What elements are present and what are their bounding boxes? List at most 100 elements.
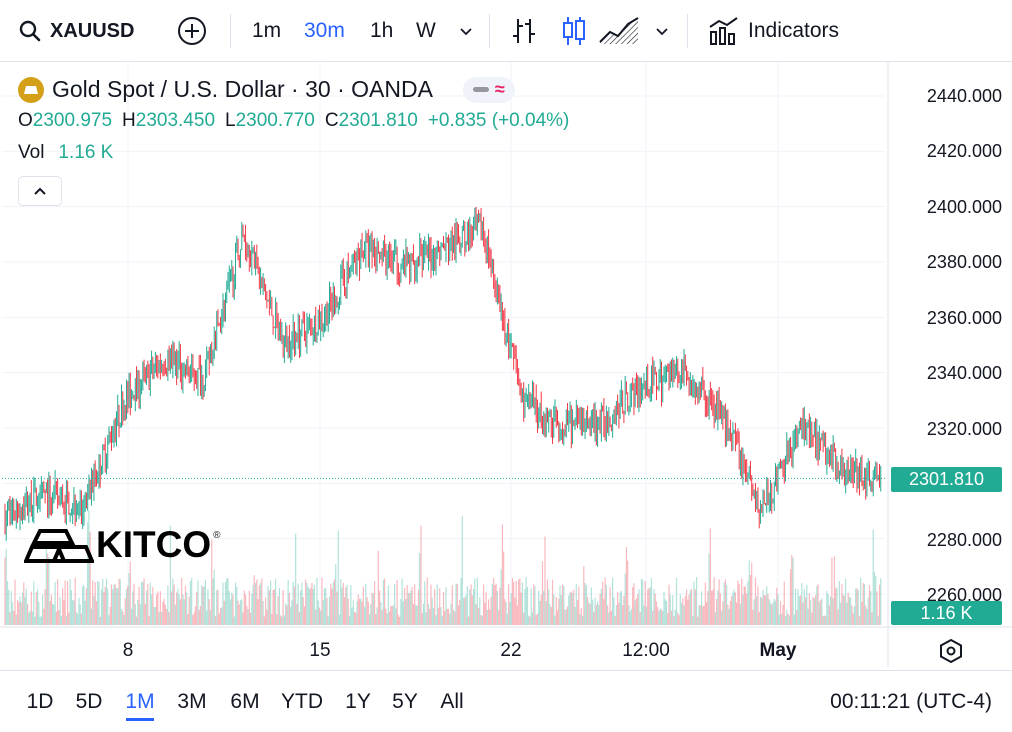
volume-bar bbox=[852, 613, 854, 625]
volume-bar bbox=[74, 578, 76, 625]
volume-bar bbox=[798, 596, 800, 625]
range-3m[interactable]: 3M bbox=[177, 690, 207, 713]
volume-bar bbox=[280, 615, 282, 625]
volume-bar bbox=[415, 604, 417, 625]
volume-bar bbox=[234, 582, 237, 625]
range-1d[interactable]: 1D bbox=[26, 690, 54, 713]
volume-bar bbox=[143, 578, 145, 625]
volume-label: Vol bbox=[18, 142, 45, 163]
range-5y[interactable]: 5Y bbox=[392, 690, 418, 713]
interval-w[interactable]: W bbox=[416, 19, 436, 42]
volume-bar bbox=[713, 577, 715, 625]
collapse-legend-button[interactable] bbox=[18, 176, 62, 206]
volume-bar bbox=[377, 550, 379, 625]
volume-bar bbox=[876, 591, 878, 625]
range-1m[interactable]: 1M bbox=[125, 690, 155, 713]
volume-bar bbox=[325, 587, 327, 625]
compare-add-button[interactable] bbox=[176, 10, 208, 52]
interval-1m[interactable]: 1m bbox=[252, 19, 282, 42]
volume-bar bbox=[414, 584, 416, 625]
volume-bar bbox=[734, 592, 737, 625]
volume-bar bbox=[787, 613, 789, 625]
settings-hexagon-icon bbox=[940, 638, 962, 664]
low-value: 2300.770 bbox=[235, 110, 315, 131]
price-chart[interactable] bbox=[0, 62, 1012, 667]
volume-bar bbox=[252, 584, 254, 625]
range-1y[interactable]: 1Y bbox=[345, 690, 371, 713]
range-all[interactable]: All bbox=[440, 690, 464, 713]
volume-bar bbox=[34, 616, 36, 625]
volume-bar bbox=[159, 591, 161, 625]
volume-bar bbox=[201, 585, 203, 625]
indicators-button[interactable]: Indicators bbox=[708, 10, 839, 52]
volume-bar bbox=[396, 580, 398, 625]
volume-bar bbox=[157, 591, 159, 625]
volume-bar bbox=[21, 592, 24, 625]
volume-bar bbox=[43, 608, 45, 625]
symbol-search[interactable]: XAUUSD bbox=[18, 10, 134, 52]
volume-bar bbox=[588, 602, 590, 625]
volume-bar bbox=[868, 585, 871, 625]
volume-bar bbox=[832, 598, 834, 625]
timezone-clock[interactable]: 00:11:21 (UTC-4) bbox=[830, 690, 992, 713]
volume-bar bbox=[779, 601, 782, 625]
volume-bar bbox=[481, 615, 483, 625]
interval-1h[interactable]: 1h bbox=[370, 19, 394, 42]
volume-bar bbox=[472, 588, 475, 625]
volume-bar bbox=[757, 586, 759, 625]
volume-bar bbox=[645, 606, 648, 625]
volume-bar bbox=[570, 591, 572, 625]
volume-bar bbox=[736, 602, 738, 625]
volume-bar bbox=[367, 601, 369, 625]
volume-bar bbox=[338, 614, 341, 625]
volume-bar bbox=[368, 614, 371, 625]
volume-bar bbox=[331, 588, 333, 625]
volume-bar bbox=[123, 614, 125, 625]
volume-bar bbox=[652, 610, 654, 625]
legend-toggle[interactable]: ≈ bbox=[462, 76, 515, 103]
volume-bar bbox=[303, 606, 306, 625]
volume-bar bbox=[203, 586, 205, 625]
range-5d[interactable]: 5D bbox=[75, 690, 103, 713]
interval-dropdown[interactable] bbox=[458, 10, 474, 52]
volume-bar bbox=[119, 579, 121, 625]
volume-bar bbox=[49, 601, 51, 625]
volume-bar bbox=[840, 602, 842, 625]
volume-value: 1.16 K bbox=[58, 142, 114, 163]
volume-bar bbox=[64, 580, 66, 625]
volume-bar bbox=[204, 579, 207, 625]
volume-bar bbox=[70, 590, 73, 625]
volume-bar bbox=[192, 614, 194, 625]
open-value: 2300.975 bbox=[32, 110, 113, 131]
chart-settings-button[interactable] bbox=[938, 638, 964, 669]
volume-bar bbox=[124, 598, 126, 625]
volume-bar bbox=[475, 604, 477, 625]
volume-bar bbox=[134, 604, 136, 625]
volume-bar bbox=[664, 599, 666, 625]
volume-bar bbox=[135, 616, 138, 625]
volume-bar bbox=[411, 586, 413, 625]
volume-bar bbox=[647, 589, 649, 625]
volume-bar bbox=[687, 599, 689, 625]
bar-chart-type-button[interactable] bbox=[510, 10, 538, 52]
volume-bar bbox=[803, 589, 805, 625]
volume-bar bbox=[744, 586, 747, 625]
chart-type-dropdown[interactable] bbox=[654, 10, 670, 52]
area-chart-type-button[interactable] bbox=[598, 10, 640, 52]
volume-bar bbox=[389, 611, 391, 625]
price-tick: 2440.000 bbox=[926, 86, 1002, 106]
volume-bar bbox=[632, 587, 634, 625]
volume-bar bbox=[310, 587, 312, 625]
volume-bar bbox=[212, 578, 214, 625]
volume-bar bbox=[187, 614, 189, 625]
interval-30m[interactable]: 30m bbox=[304, 19, 345, 42]
change-value: +0.835 (+0.04%) bbox=[427, 110, 570, 131]
volume-bar bbox=[640, 579, 643, 625]
volume-bar bbox=[753, 599, 755, 625]
range-ytd[interactable]: YTD bbox=[281, 690, 323, 713]
candle-chart-type-button[interactable] bbox=[560, 10, 588, 52]
range-6m[interactable]: 6M bbox=[230, 690, 260, 713]
volume-bar bbox=[544, 536, 546, 625]
volume-bar bbox=[365, 583, 367, 625]
volume-bar bbox=[401, 578, 403, 625]
